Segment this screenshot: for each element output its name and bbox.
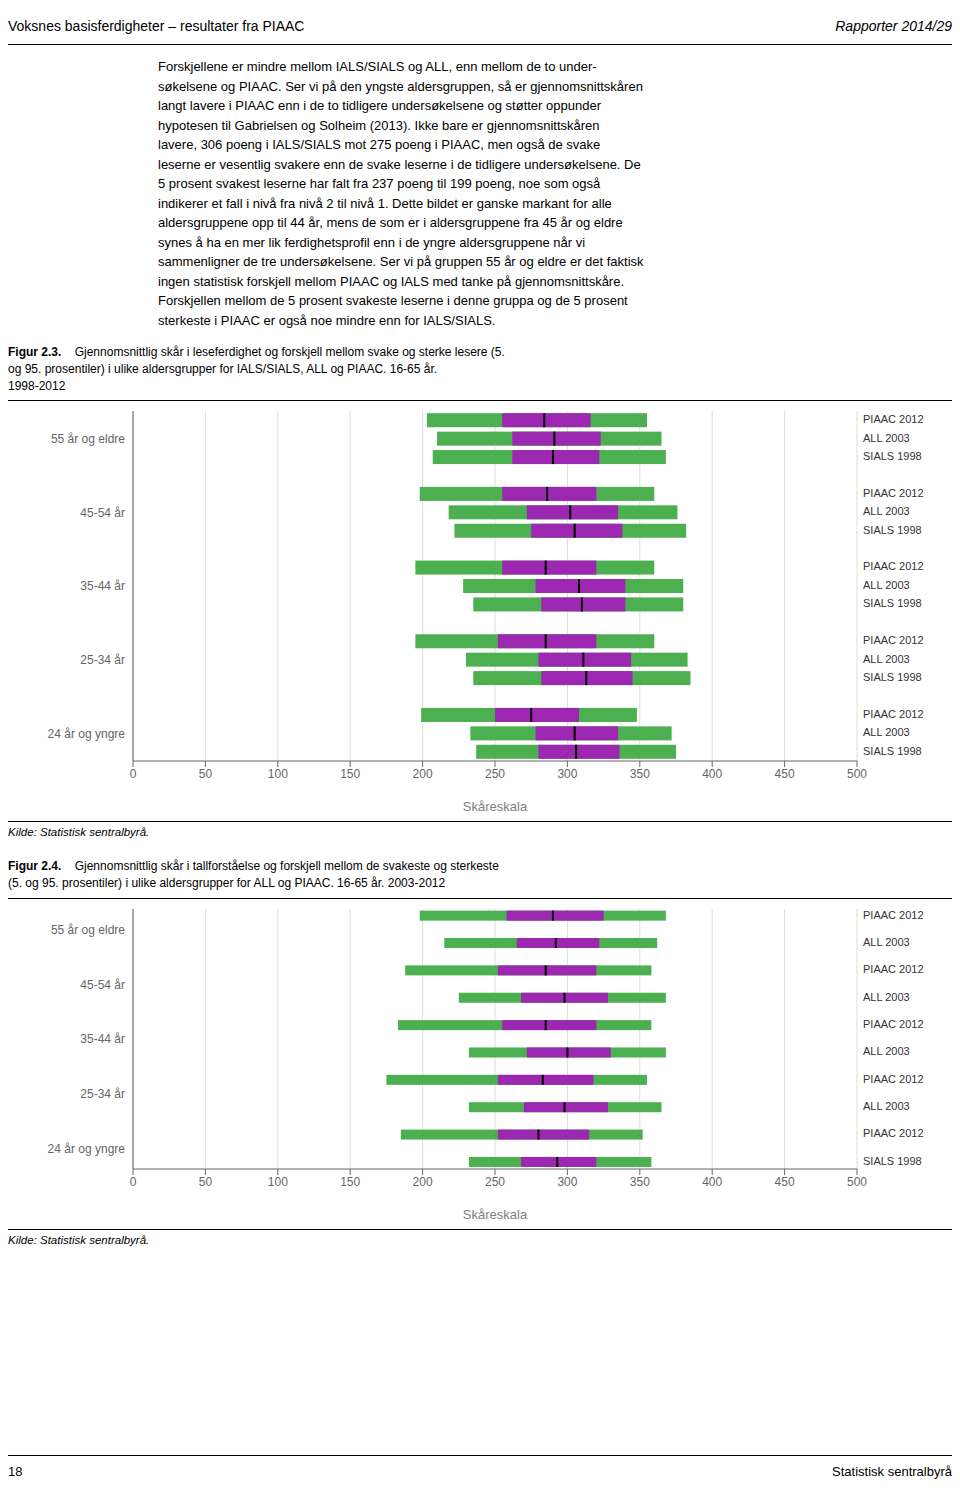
svg-text:PIAAC 2012: PIAAC 2012 [863, 1018, 924, 1030]
svg-text:35-44 år: 35-44 år [80, 580, 125, 594]
svg-text:PIAAC 2012: PIAAC 2012 [863, 561, 924, 573]
svg-text:Skåreskala: Skåreskala [463, 799, 528, 814]
html-text:Forskjellene er mindre mellom: Forskjellene er mindre mellom IALS/SIALS… [158, 59, 644, 328]
svg-text:25-34 år: 25-34 år [80, 653, 125, 667]
svg-text:SIALS 1998: SIALS 1998 [863, 745, 922, 757]
svg-text:PIAAC 2012: PIAAC 2012 [863, 1127, 924, 1139]
html-text:Voksnes basisferdigheter – res: Voksnes basisferdigheter – resultater fr… [8, 18, 305, 34]
svg-text:0: 0 [130, 767, 137, 781]
svg-text:250: 250 [485, 1175, 505, 1189]
svg-text:PIAAC 2012: PIAAC 2012 [863, 708, 924, 720]
svg-text:450: 450 [775, 767, 795, 781]
svg-text:SIALS 1998: SIALS 1998 [863, 450, 922, 462]
svg-text:Skåreskala: Skåreskala [463, 1207, 528, 1222]
svg-text:350: 350 [630, 1175, 650, 1189]
svg-text:300: 300 [557, 1175, 577, 1189]
svg-text:ALL 2003: ALL 2003 [863, 506, 910, 518]
html-text:Statistisk sentralbyrå: Statistisk sentralbyrå [832, 1464, 952, 1479]
html-text:Gjennomsnittlig skår i tallfor: Gjennomsnittlig skår i tallforståelse og… [8, 859, 499, 891]
svg-text:24 år og yngre: 24 år og yngre [48, 1142, 126, 1156]
svg-text:350: 350 [630, 767, 650, 781]
svg-text:200: 200 [413, 767, 433, 781]
svg-text:50: 50 [199, 1175, 213, 1189]
svg-text:ALL 2003: ALL 2003 [863, 653, 910, 665]
svg-text:PIAAC 2012: PIAAC 2012 [863, 487, 924, 499]
svg-text:SIALS 1998: SIALS 1998 [863, 1155, 922, 1167]
svg-text:24 år og yngre: 24 år og yngre [48, 727, 126, 741]
svg-text:SIALS 1998: SIALS 1998 [863, 524, 922, 536]
html-text:18: 18 [8, 1464, 23, 1479]
svg-text:45-54 år: 45-54 år [80, 978, 125, 992]
svg-text:100: 100 [268, 1175, 288, 1189]
svg-text:SIALS 1998: SIALS 1998 [863, 671, 922, 683]
svg-text:ALL 2003: ALL 2003 [863, 579, 910, 591]
svg-text:400: 400 [702, 1175, 722, 1189]
svg-text:50: 50 [199, 767, 213, 781]
html-text:Rapporter 2014/29: Rapporter 2014/29 [835, 18, 952, 34]
svg-text:250: 250 [485, 767, 505, 781]
svg-text:ALL 2003: ALL 2003 [863, 727, 910, 739]
html-text:Kilde: Statistisk sentralbyrå.: Kilde: Statistisk sentralbyrå. [8, 826, 150, 839]
svg-text:25-34 år: 25-34 år [80, 1087, 125, 1101]
svg-text:ALL 2003: ALL 2003 [863, 1045, 910, 1057]
svg-text:ALL 2003: ALL 2003 [863, 1100, 910, 1112]
html-text:Gjennomsnittlig skår i lesefer: Gjennomsnittlig skår i leseferdighet og … [8, 345, 505, 393]
svg-text:150: 150 [340, 1175, 360, 1189]
svg-text:500: 500 [847, 767, 867, 781]
svg-text:55 år og eldre: 55 år og eldre [51, 923, 125, 937]
svg-text:150: 150 [340, 767, 360, 781]
html-text:Kilde: Statistisk sentralbyrå.: Kilde: Statistisk sentralbyrå. [8, 1234, 150, 1246]
svg-text:PIAAC 2012: PIAAC 2012 [863, 1073, 924, 1085]
svg-text:300: 300 [557, 767, 577, 781]
svg-text:SIALS 1998: SIALS 1998 [863, 598, 922, 610]
svg-text:PIAAC 2012: PIAAC 2012 [863, 635, 924, 647]
svg-text:35-44 år: 35-44 år [80, 1032, 125, 1046]
svg-text:450: 450 [775, 1175, 795, 1189]
svg-text:PIAAC 2012: PIAAC 2012 [863, 963, 924, 975]
svg-text:500: 500 [847, 1175, 867, 1189]
svg-text:100: 100 [268, 767, 288, 781]
svg-text:ALL 2003: ALL 2003 [863, 991, 910, 1003]
svg-text:PIAAC 2012: PIAAC 2012 [863, 909, 924, 921]
svg-text:0: 0 [130, 1175, 137, 1189]
svg-text:45-54 år: 45-54 år [80, 506, 125, 520]
svg-text:200: 200 [413, 1175, 433, 1189]
svg-text:PIAAC 2012: PIAAC 2012 [863, 414, 924, 426]
svg-text:ALL 2003: ALL 2003 [863, 936, 910, 948]
svg-text:ALL 2003: ALL 2003 [863, 432, 910, 444]
svg-text:400: 400 [702, 767, 722, 781]
html-text:Figur 2.3.: Figur 2.3. [8, 345, 62, 359]
html-text:Figur 2.4.: Figur 2.4. [8, 859, 62, 874]
svg-text:55 år og eldre: 55 år og eldre [51, 432, 125, 446]
